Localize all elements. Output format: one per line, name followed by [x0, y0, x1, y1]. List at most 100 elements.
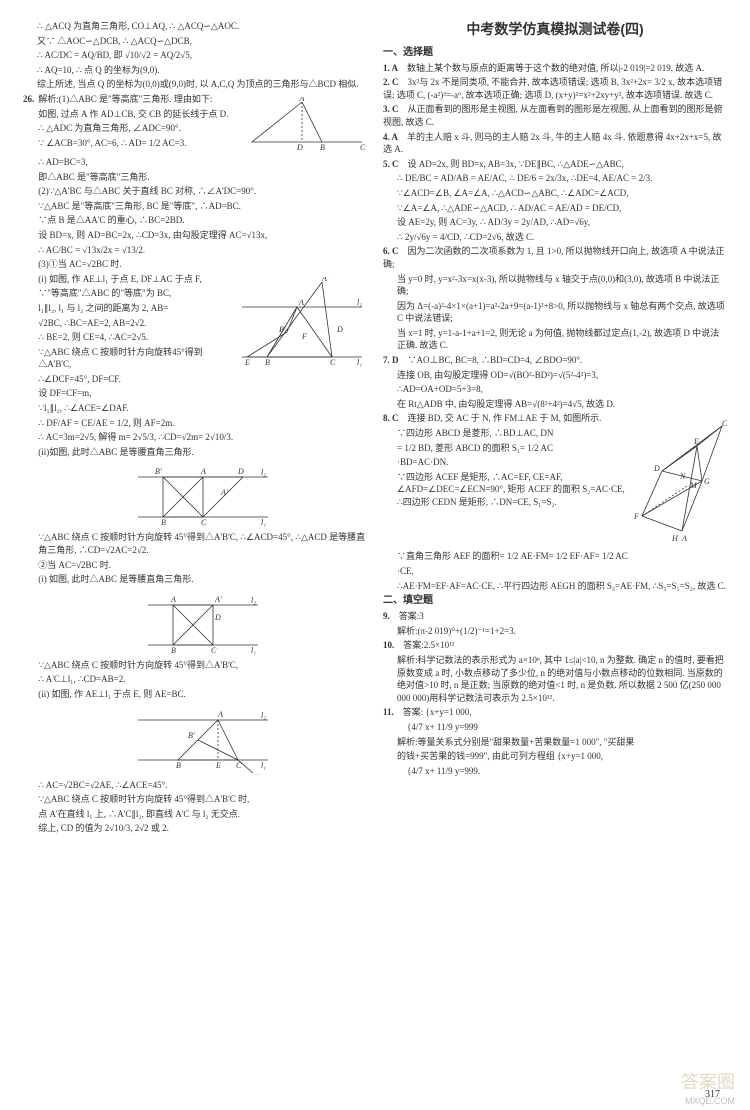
svg-text:A: A	[217, 710, 223, 719]
svg-text:A: A	[200, 467, 206, 476]
text: (i) 如图, 此时△ABC 是等腰直角三角形.	[38, 573, 367, 586]
q6-ans-d: 当 x=1 时, y=1-a-1+a+1=2, 则无论 a 为何值, 抛物线都过…	[383, 327, 727, 352]
q8-ans-h: ∴AE·FM=EF·AF=AC·CE, ∴平行四边形 AEGH 的面积 S₃=A…	[383, 580, 727, 593]
svg-text:B: B	[265, 358, 270, 367]
svg-text:A: A	[299, 97, 305, 103]
svg-text:l₁: l₁	[261, 518, 266, 527]
figure-rotation-1: A' A D l₂ B' F l₁ E B C	[237, 277, 367, 367]
svg-text:M: M	[689, 481, 698, 490]
q5-ans-d: ∵∠A=∠A, ∴△ADE∽△ACD, ∴ AD/AC = AE/AD = DE…	[383, 202, 727, 215]
svg-text:B: B	[161, 518, 166, 527]
svg-text:l₂: l₂	[357, 298, 362, 307]
text: ∴ AD=BC=3,	[38, 156, 367, 169]
text: ∴ AC/BC = √13x/2x = √13/2.	[38, 244, 367, 257]
q4-num: 4. A	[383, 132, 398, 142]
svg-text:B': B'	[279, 325, 286, 334]
q5-ans-a: 设 AD=2x, 则 BD=x, AB=3x, ∵DE∥BC, ∴△ADE∽△A…	[408, 159, 624, 169]
q5-ans-b: ∴ DE/BC = AD/AB = AE/AC, ∴ DE/6 = 2x/3x,…	[383, 172, 727, 185]
svg-text:F: F	[301, 332, 307, 341]
svg-text:E: E	[215, 761, 221, 770]
q5-ans-f: ∴ 2y/√6y = 4/CD, ∴CD=2√6, 故选 C.	[383, 231, 727, 244]
q6-num: 6. C	[383, 246, 399, 256]
q6-ans-c: 因为 Δ=(-a)²-4×1×(a+1)=a²-2a+9=(a-1)²+8>0,…	[383, 300, 727, 325]
q1-ans: 数轴上某个数与原点的距离等于这个数的绝对值, 所以|-2 019|=2 019,…	[407, 63, 704, 73]
text: 综上, CD 的值为 2√10/3, 2√2 或 2.	[38, 822, 367, 835]
svg-text:H: H	[671, 534, 679, 543]
q1-num: 1. A	[383, 63, 398, 73]
text: ∵l₁∥l₂, ∴∠ACE=∠DAF.	[38, 402, 367, 415]
text: ②当 AC=√2BC 时.	[38, 559, 367, 572]
q9-ans-b: 解析:(π-2 019)⁰+(1/2)⁻¹=1+2=3.	[383, 625, 727, 638]
figure-rotation-2: D l₂ B' A A' l₁ B C	[133, 462, 273, 527]
svg-text:D: D	[653, 464, 660, 473]
svg-text:C: C	[360, 143, 366, 152]
text: ∵△ABC 绕点 C 按顺时针方向旋转 45°得到△A'B'C,	[38, 659, 367, 672]
q11-num: 11.	[383, 707, 394, 717]
q9-ans-a: 答案:3	[399, 611, 424, 621]
svg-text:A': A'	[214, 595, 222, 604]
text: ∴ DF/AF = CE/AE = 1/2, 则 AF=2m.	[38, 417, 367, 430]
text: ∴ A'C⊥l₁, ∴CD=AB=2.	[38, 673, 367, 686]
q3-ans: 从正面看到的图形是主视图, 从左面看到的图形是左视图, 从上面看到的图形是俯视图…	[383, 104, 723, 127]
svg-text:D: D	[214, 613, 221, 622]
q10-ans-b: 解析:科学记数法的表示形式为 a×10ⁿ, 其中 1≤|a|<10, n 为整数…	[383, 654, 727, 704]
q10-ans-a: 答案:2.5×10¹²	[403, 640, 454, 650]
svg-text:C: C	[236, 761, 242, 770]
q8-num: 8. C	[383, 413, 399, 423]
text: ∴ AC/DC = AQ/BD, 即 √10/√2 = AQ/2√5,	[23, 49, 367, 62]
q7-ans-a: ∵AO⊥BC, BC=8, ∴BD=CD=4, ∠BDO=90°.	[408, 355, 583, 365]
svg-text:E: E	[693, 437, 699, 446]
q5-num: 5. C	[383, 159, 399, 169]
q10-num: 10.	[383, 640, 394, 650]
svg-text:C: C	[330, 358, 336, 367]
q5-ans-e: 设 AE=2y, 则 AC=3y, ∴ AD/3y = 2y/AD, ∴AD=√…	[383, 216, 727, 229]
q6-ans-a: 因为二次函数的二次项系数为 1, 且 1>0, 所以抛物线开口向上, 故选项 A…	[383, 246, 725, 269]
text: 又∵ △AOC∽△DCB, ∴ △ACQ∽△DCB,	[23, 35, 367, 48]
text: ∴ AC=3m=2√5, 解得 m= 2√5/3, ∴CD=√2m= 2√10/…	[38, 431, 367, 444]
text: (2)∵△A'BC 与△ABC 关于直线 BC 对称, ∴∠A'DC=90°.	[38, 185, 367, 198]
text: ∴ AQ=10, ∴ 点 Q 的坐标为(9,0).	[23, 64, 367, 77]
svg-text:D: D	[296, 143, 303, 152]
q8-ans-g: ·CE,	[383, 565, 727, 578]
svg-text:A': A'	[252, 773, 260, 775]
svg-text:D: D	[336, 325, 343, 334]
text: ∴ AC=√2BC=√2AE, ∴∠ACE=45°.	[38, 779, 367, 792]
watermark-url: MXQE.COM	[685, 1095, 735, 1108]
svg-text:F: F	[633, 512, 639, 521]
q5-ans-c: ∵∠ACD=∠B, ∠A=∠A, ∴△ACD∽△ABC, ∴∠ADC=∠ACD,	[383, 187, 727, 200]
svg-text:l₁: l₁	[261, 761, 266, 770]
svg-text:A': A'	[220, 488, 228, 497]
q2-num: 2. C	[383, 77, 399, 87]
svg-text:B': B'	[155, 467, 162, 476]
svg-text:B: B	[171, 646, 176, 655]
q7-ans-c: ∴AD=OA+OD=5+3=8,	[383, 383, 727, 396]
svg-text:C: C	[211, 646, 217, 655]
svg-text:B': B'	[188, 731, 195, 740]
svg-text:A': A'	[321, 277, 329, 283]
text: 综上所述, 当点 Q 的坐标为(0,0)或(9,0)时, 以 A,C,Q 为顶点…	[23, 78, 367, 91]
svg-text:B: B	[320, 143, 325, 152]
q7-ans-b: 连接 OB, 由勾股定理得 OD=√(BO²-BD²)=√(5²-4²)=3,	[383, 369, 727, 382]
q11-ans-a: 答案: {x+y=1 000,	[403, 707, 472, 717]
svg-text:l₁: l₁	[251, 646, 256, 655]
svg-text:l₂: l₂	[261, 468, 266, 477]
svg-text:N: N	[679, 472, 686, 481]
text: ∴∠DCF=45°, DF=CF.	[38, 373, 367, 386]
svg-text:C: C	[201, 518, 207, 527]
figure-triangle-adc: A D B C	[247, 97, 367, 152]
text: ∵△ABC 绕点 C 按顺时针方向旋转 45°得到△A'B'C, ∴∠ACD=4…	[38, 531, 367, 556]
question-number-26: 26.	[23, 93, 34, 837]
text: ∵△ABC 是"等高底"三角形, BC 是"等底", ∴AD=BC.	[38, 200, 367, 213]
svg-text:A: A	[681, 534, 687, 543]
q8-ans-f: ∵直角三角形 AEF 的面积= 1/2 AE·FM= 1/2 EF·AF= 1/…	[383, 550, 727, 563]
svg-text:C: C	[722, 419, 727, 428]
q11-ans-e: {4/7 x+ 11/9 y=999.	[383, 765, 727, 778]
q8-ans-a: 连接 BD, 交 AC 于 N, 作 FM⊥AE 于 M, 如图所示.	[408, 413, 602, 423]
svg-text:l₂: l₂	[261, 711, 266, 720]
figure-rhombus: E C G D N M F H A	[632, 416, 727, 546]
q4-ans: 羊的主人赔 x 斗, 则马的主人赔 2x 斗, 牛的主人赔 4x 斗. 依题意得…	[383, 132, 722, 155]
svg-text:A: A	[298, 298, 304, 307]
svg-text:G: G	[704, 477, 710, 486]
text: 设 DF=CF=m,	[38, 387, 367, 400]
svg-text:E: E	[244, 358, 250, 367]
